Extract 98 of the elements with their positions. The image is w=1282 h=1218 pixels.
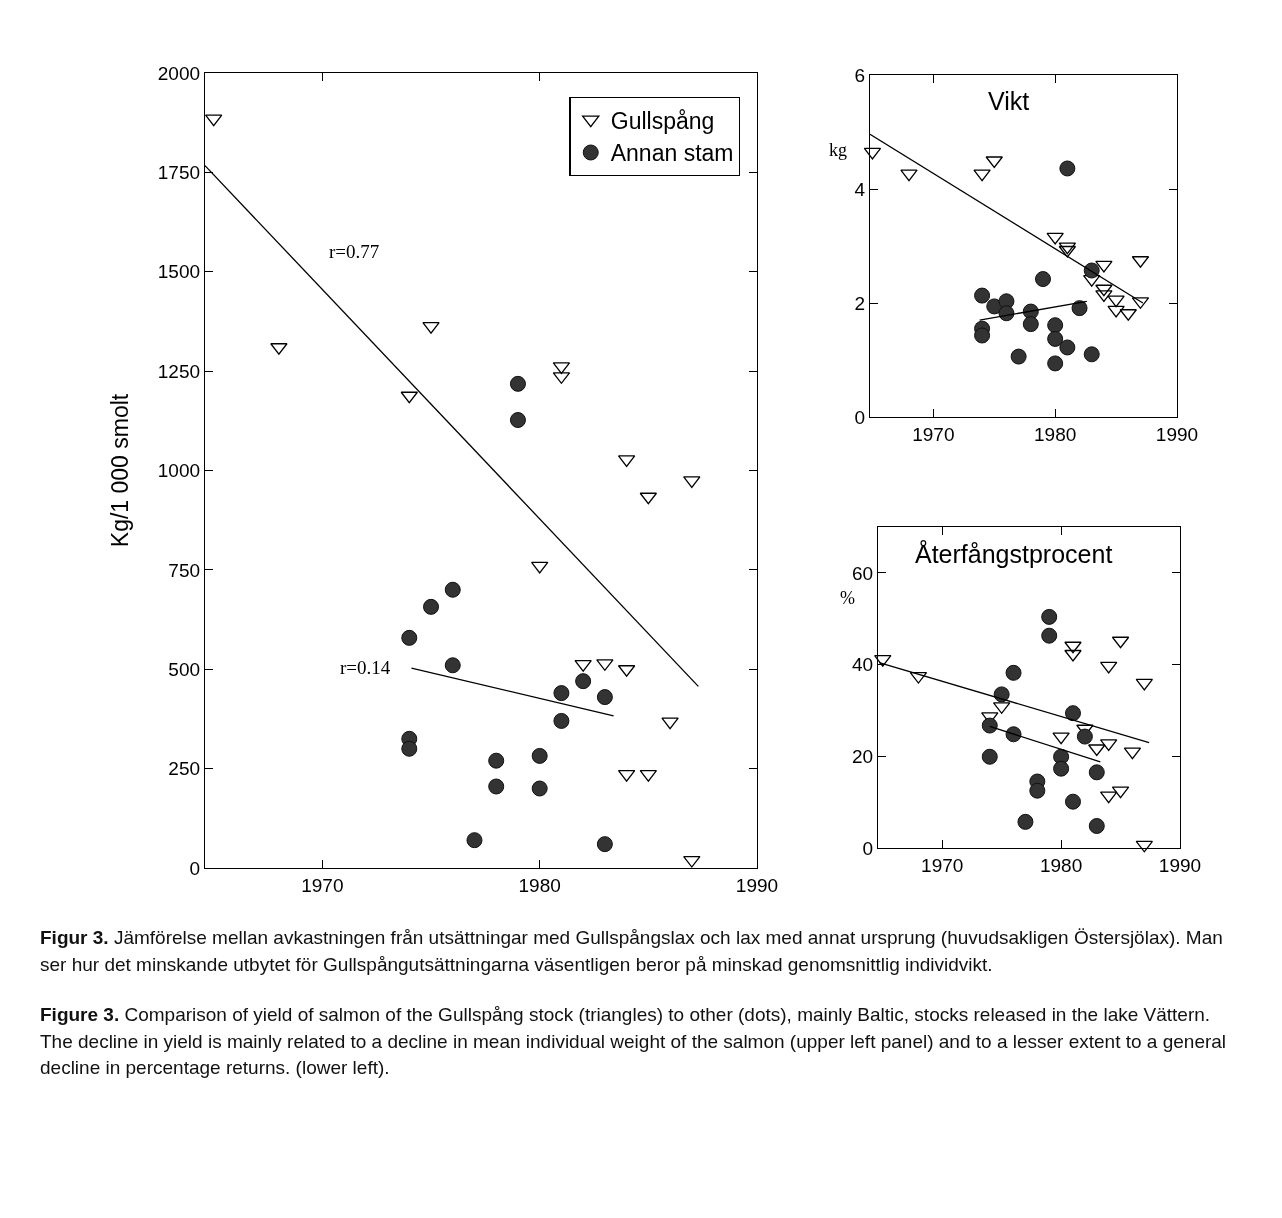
legend-label: Annan stam	[610, 140, 734, 167]
legend-label: Gullspång	[610, 107, 715, 134]
point	[1047, 330, 1064, 347]
y-tick-label: 4	[854, 178, 866, 200]
point	[444, 657, 461, 674]
caption: Figure 3. Comparison of yield of salmon of the Gullspång stock (triangles) to other (dots), mainly Baltic, stocks released in the lake Vättern. The decline in yield is mainly related to a decline in mean individual weight of the salmon (upper left panel) and to a lesser extent to a general decline in percentage returns. (lower left).	[40, 1004, 1227, 1079]
y-tick-label: 0	[189, 857, 201, 879]
point	[683, 855, 701, 868]
text: Vikt	[988, 87, 1030, 115]
point	[1088, 817, 1105, 834]
point	[1035, 271, 1051, 288]
point	[488, 752, 505, 769]
point	[488, 778, 505, 795]
x-tick-label: 1970	[921, 854, 964, 876]
point	[1010, 348, 1027, 365]
point	[531, 780, 548, 797]
y-tick-label: 6	[854, 64, 866, 86]
point	[1095, 290, 1113, 303]
point	[900, 169, 918, 182]
point	[981, 748, 998, 765]
point	[1047, 317, 1064, 334]
point	[401, 740, 418, 757]
point	[1052, 732, 1070, 745]
x-tick-label: 1990	[1155, 423, 1199, 445]
point	[1065, 793, 1081, 810]
point	[575, 673, 592, 690]
point	[683, 476, 701, 489]
y-axis-title: kg	[829, 140, 847, 160]
y-tick-label: 1000	[157, 460, 201, 482]
point	[553, 685, 570, 702]
y-tick-label: 750	[168, 559, 201, 581]
point	[1005, 664, 1022, 681]
point	[1059, 339, 1076, 356]
point	[1053, 760, 1070, 777]
point	[509, 412, 526, 429]
point	[401, 629, 418, 646]
point	[1095, 284, 1113, 297]
point	[1047, 355, 1064, 372]
x-tick-label: 1970	[301, 874, 344, 896]
point	[1095, 260, 1113, 273]
text: Återfångstprocent	[915, 539, 1113, 568]
text: Figur 3. Jämförelse mellan avkastningen från utsättningar med Gullspångslax och lax med annat ursprung (huvudsakligen Östersjölax). Man ser hur det minskande utbytet för Gullspångutsättningarna väsentligen beror på minskad genomsnittlig individvikt.	[40, 927, 1223, 975]
point	[1088, 764, 1105, 781]
point	[466, 832, 483, 849]
point	[1041, 627, 1058, 644]
y-tick-label: 40	[851, 654, 874, 676]
point	[531, 747, 548, 764]
point	[596, 836, 613, 853]
x-tick-label: 1980	[1039, 854, 1083, 876]
point	[1059, 160, 1076, 177]
point	[444, 581, 461, 598]
point	[973, 169, 991, 182]
point	[1071, 300, 1088, 317]
point	[1064, 649, 1082, 662]
point	[1076, 728, 1093, 745]
x-tick-label: 1990	[735, 874, 779, 896]
x-tick-label: 1980	[1034, 423, 1077, 445]
annotation: r=0.77	[329, 241, 380, 262]
y-tick-label: 2	[854, 292, 866, 314]
y-tick-label: 1250	[157, 360, 201, 382]
point	[1083, 346, 1100, 363]
y-tick-label: 20	[851, 745, 874, 767]
point	[993, 686, 1010, 703]
y-tick-label: 60	[851, 562, 874, 584]
point	[1046, 232, 1064, 245]
point	[874, 654, 892, 667]
y-tick-label: 500	[168, 658, 201, 680]
point	[596, 689, 613, 706]
point	[553, 712, 570, 729]
y-tick-label: 1750	[157, 162, 201, 184]
point	[1088, 744, 1106, 757]
point	[423, 598, 440, 615]
y-tick-label: 0	[854, 406, 866, 428]
annotation: r=0.14	[340, 657, 391, 678]
point	[1107, 305, 1125, 318]
point	[574, 659, 592, 672]
x-tick-label: 1990	[1158, 854, 1202, 876]
y-axis-title: Kg/1 000 smolt	[107, 393, 134, 548]
point	[661, 717, 679, 730]
y-tick-label: 1500	[157, 261, 201, 283]
point	[985, 156, 1003, 169]
y-tick-label: 0	[862, 837, 874, 859]
x-tick-label: 1980	[518, 874, 561, 896]
point	[974, 327, 991, 344]
point	[1107, 295, 1125, 308]
point	[1017, 813, 1034, 830]
point	[1041, 608, 1058, 625]
point	[981, 717, 998, 734]
point	[1064, 641, 1082, 654]
x-tick-label: 1970	[912, 423, 955, 445]
y-tick-label: 250	[168, 758, 201, 780]
point	[1065, 705, 1081, 722]
point	[509, 375, 526, 392]
y-tick-label: 2000	[157, 62, 201, 84]
y-axis-title: %	[840, 588, 855, 608]
point	[1029, 782, 1046, 799]
point	[974, 287, 991, 304]
point	[1022, 316, 1039, 333]
